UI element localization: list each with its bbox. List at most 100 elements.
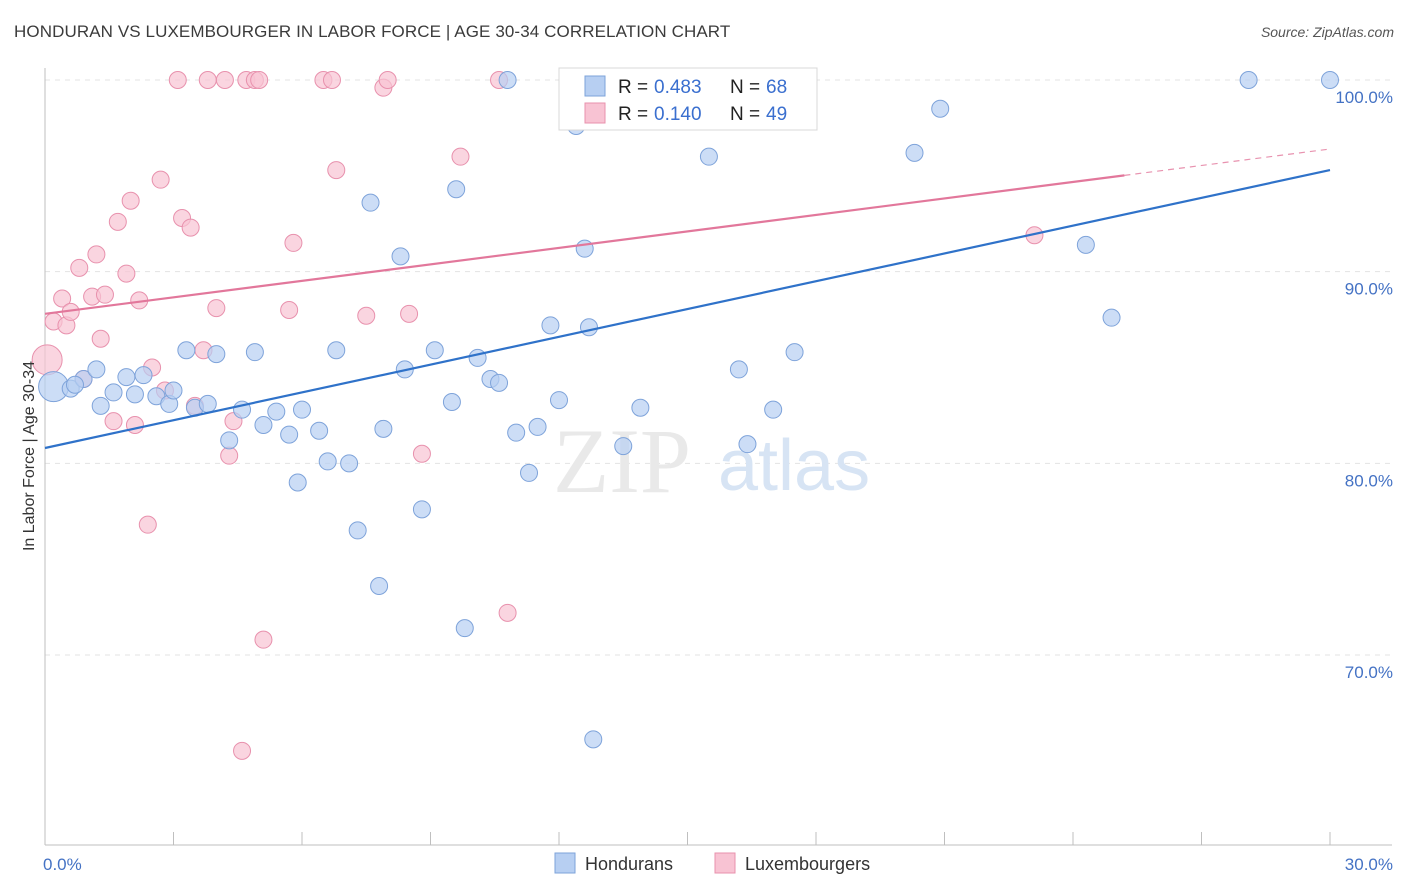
honduran-point-43 <box>507 423 526 442</box>
luxembourger-point-23 <box>181 218 200 237</box>
x-tick-label-end: 30.0% <box>1345 855 1393 874</box>
honduran-point-58 <box>738 435 757 454</box>
source-credit: Source: ZipAtlas.com <box>1260 24 1394 40</box>
luxembourger-point-14 <box>121 191 140 210</box>
honduran-point-41 <box>490 373 509 392</box>
legend-r-label-hondurans: R = <box>618 77 648 98</box>
grid-lines <box>45 79 1392 656</box>
honduran-point-18 <box>245 343 264 362</box>
honduran-point-53 <box>631 398 650 417</box>
honduran-point-29 <box>361 193 380 212</box>
honduran-point-50 <box>579 318 598 337</box>
watermark-zip: ZIP <box>553 410 691 512</box>
honduran-point-42 <box>498 71 517 89</box>
luxembourger-point-34 <box>250 71 269 89</box>
honduran-point-16 <box>220 431 239 450</box>
honduran-point-21 <box>280 425 299 444</box>
honduran-point-57 <box>729 360 748 379</box>
honduran-point-7 <box>125 385 144 404</box>
honduran-point-14 <box>198 394 217 413</box>
honduran-point-26 <box>327 341 346 360</box>
legend-n-value-hondurans: 68 <box>766 77 787 98</box>
honduran-point-39 <box>468 348 487 367</box>
honduran-point-47 <box>550 391 568 410</box>
luxembourger-point-45 <box>412 444 431 463</box>
luxembourger-trend-line <box>44 174 1125 315</box>
honduran-point-61 <box>905 143 924 162</box>
luxembourger-point-43 <box>378 71 397 89</box>
chart-title: HONDURAN VS LUXEMBOURGER IN LABOR FORCE … <box>14 22 731 41</box>
x-tick-marks <box>44 832 1331 845</box>
y-tick-label-70: 70.0% <box>1345 663 1393 682</box>
honduran-point-20 <box>267 402 286 421</box>
honduran-point-64 <box>1102 308 1121 327</box>
legend-n-label-hondurans: N = <box>730 77 760 98</box>
luxembourger-point-26 <box>198 71 217 89</box>
honduran-point-25 <box>318 452 337 471</box>
luxembourger-point-29 <box>220 446 239 465</box>
luxembourgers-points <box>31 71 1044 760</box>
x-tick-labels: 0.0% 30.0% <box>43 855 1393 874</box>
honduran-point-23 <box>293 400 311 419</box>
legend-n-value-luxembourgers: 49 <box>766 104 787 125</box>
honduran-point-32 <box>391 247 410 266</box>
luxembourger-point-11 <box>104 412 123 431</box>
luxembourger-point-46 <box>451 147 470 166</box>
luxembourger-point-10 <box>95 285 114 304</box>
series-legend-swatch-luxembourgers <box>714 852 736 874</box>
y-tick-labels: 70.0% 80.0% 90.0% 100.0% <box>1335 88 1393 682</box>
honduran-point-11 <box>164 381 183 400</box>
luxembourger-point-2 <box>53 289 72 308</box>
honduran-point-37 <box>447 180 466 199</box>
y-tick-label-90: 90.0% <box>1345 280 1393 299</box>
axes <box>44 68 1392 846</box>
honduran-point-34 <box>412 500 431 519</box>
honduran-point-24 <box>310 421 329 440</box>
series-legend-swatch-hondurans <box>554 852 576 874</box>
luxembourger-point-8 <box>87 245 106 264</box>
watermark-atlas: atlas <box>718 426 870 506</box>
honduran-point-45 <box>528 417 547 436</box>
honduran-point-49 <box>575 239 594 258</box>
honduran-point-28 <box>348 521 367 540</box>
luxembourger-point-40 <box>327 161 346 180</box>
luxembourger-point-27 <box>207 299 226 318</box>
luxembourger-point-36 <box>280 301 299 319</box>
y-axis-label: In Labor Force | Age 30-34 <box>21 361 38 551</box>
honduran-point-35 <box>425 341 444 360</box>
watermark: ZIP atlas <box>553 410 870 512</box>
honduran-point-6 <box>117 368 136 387</box>
luxembourger-point-13 <box>117 264 136 283</box>
luxembourger-point-21 <box>168 71 187 89</box>
honduran-point-8 <box>134 366 153 385</box>
honduran-point-22 <box>288 473 307 492</box>
honduran-point-30 <box>370 577 389 595</box>
honduran-point-19 <box>254 416 273 434</box>
honduran-point-46 <box>541 316 560 335</box>
legend-swatch-hondurans <box>584 75 606 97</box>
legend-n-label-luxembourgers: N = <box>730 104 760 125</box>
honduran-point-59 <box>764 400 783 419</box>
honduran-point-44 <box>520 463 539 482</box>
honduran-point-36 <box>442 393 461 411</box>
series-legend-label-luxembourgers: Luxembourgers <box>745 854 870 874</box>
series-legend-label-hondurans: Hondurans <box>585 854 673 874</box>
honduran-point-55 <box>699 147 718 166</box>
y-tick-label-80: 80.0% <box>1345 471 1393 490</box>
luxembourger-point-39 <box>322 71 341 89</box>
honduran-point-66 <box>1321 71 1339 89</box>
honduran-point-38 <box>455 619 474 638</box>
legend-swatch-luxembourgers <box>584 102 606 124</box>
honduran-point-31 <box>374 419 393 438</box>
honduran-point-5 <box>104 383 123 402</box>
luxembourger-point-28 <box>215 71 234 89</box>
luxembourger-point-9 <box>91 329 110 348</box>
honduran-point-51 <box>584 730 603 749</box>
stats-legend: R = 0.483 N = 68 R = 0.140 N = 49 <box>558 67 818 131</box>
luxembourger-point-37 <box>284 233 303 252</box>
luxembourger-point-31 <box>233 741 252 760</box>
honduran-point-15 <box>207 345 226 364</box>
legend-r-label-luxembourgers: R = <box>618 104 648 125</box>
honduran-point-65 <box>1239 71 1258 89</box>
